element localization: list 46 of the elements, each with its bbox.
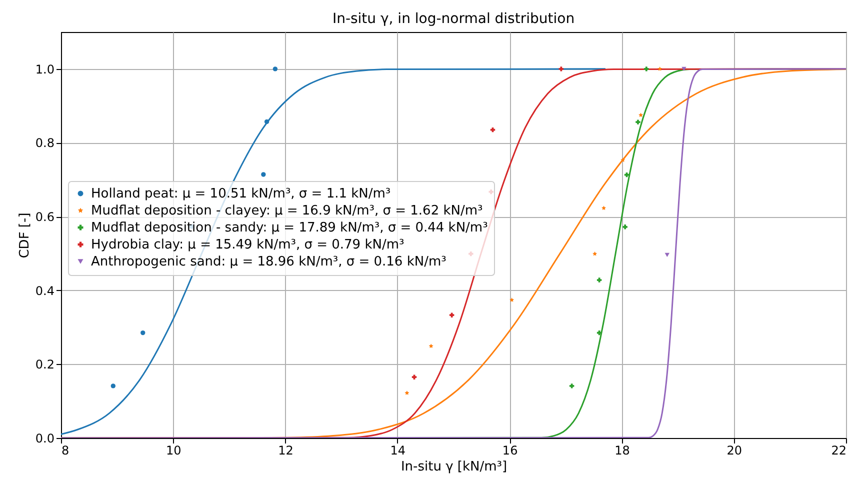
y-tick-label: 1.0 — [35, 62, 54, 76]
x-tick-label: 18 — [614, 444, 630, 458]
y-tick-label: 0.8 — [35, 136, 54, 150]
x-tick-label: 16 — [502, 444, 518, 458]
x-tick-label: 14 — [390, 444, 406, 458]
point — [658, 66, 662, 71]
legend-label: Mudflat deposition - clayey: μ = 16.9 kN/m³, σ = 1.62 kN/m³ — [91, 204, 483, 218]
x-axis-title: In-situ γ [kN/m³] — [400, 460, 508, 474]
legend-label: Holland peat: μ = 10.51 kN/m³, σ = 1.1 kN/m³ — [91, 186, 391, 202]
legend-label: Anthropogenic sand: μ = 18.96 kN/m³, σ = 0.16 kN/m³ — [91, 254, 446, 270]
point — [428, 344, 434, 348]
point — [638, 112, 644, 117]
point — [558, 66, 564, 72]
x-tick-label: 20 — [726, 444, 742, 458]
legend-label: Mudflat deposition - sandy: μ = 17.89 kN/m³, σ = 0.44 kN/m³ — [91, 220, 488, 236]
point — [569, 384, 574, 388]
point — [412, 374, 417, 380]
point — [140, 330, 146, 336]
point — [664, 252, 670, 257]
point — [620, 158, 626, 162]
x-tick-label: 12 — [278, 444, 294, 458]
point — [261, 172, 266, 177]
x-tick-label: 22 — [831, 444, 846, 458]
y-axis-title: CDF [-] — [17, 212, 32, 258]
x-tick-label: 8 — [62, 444, 70, 458]
point — [624, 172, 630, 178]
point — [682, 66, 686, 71]
point — [272, 66, 278, 72]
point — [510, 298, 514, 302]
point — [449, 312, 454, 318]
point — [596, 278, 602, 282]
point — [622, 224, 628, 230]
y-tick-label: 0.6 — [35, 210, 54, 224]
x-tick-label: 10 — [166, 444, 182, 458]
legend-label: Hydrobia clay: μ = 15.49 kN/m³, σ = 0.79 kN/m³ — [91, 238, 404, 252]
point — [602, 206, 606, 210]
point — [110, 384, 116, 388]
y-tick-label: 0.0 — [35, 432, 54, 446]
point — [404, 390, 410, 395]
y-tick-label: 0.2 — [35, 358, 54, 372]
chart-title: In-situ γ, in log-normal distribution — [332, 11, 575, 27]
y-tick-label: 0.4 — [35, 284, 54, 298]
point — [644, 66, 649, 72]
point — [264, 119, 270, 124]
point — [592, 251, 598, 256]
point — [636, 120, 640, 124]
